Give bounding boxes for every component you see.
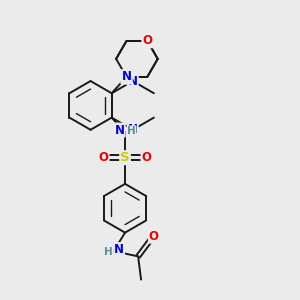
Text: S: S	[120, 151, 130, 164]
Text: N: N	[122, 70, 131, 83]
Text: O: O	[142, 34, 152, 47]
Text: O: O	[141, 151, 152, 164]
Text: O: O	[99, 151, 109, 164]
Text: N: N	[128, 74, 138, 88]
Text: N: N	[114, 243, 124, 256]
Text: N: N	[128, 123, 138, 136]
Text: H: H	[104, 247, 113, 256]
Text: H: H	[127, 126, 136, 136]
Text: O: O	[149, 230, 159, 243]
Text: N: N	[122, 70, 131, 83]
Text: N: N	[115, 124, 125, 136]
